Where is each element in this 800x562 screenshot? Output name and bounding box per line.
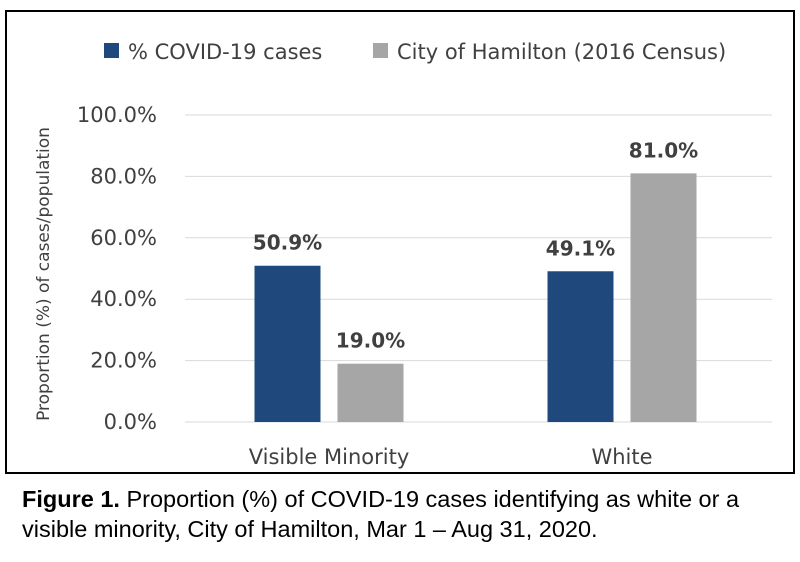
x-axis-categories: Visible Minority White: [249, 445, 653, 469]
bar-census-1: [630, 173, 697, 422]
caption-label: Figure 1.: [22, 486, 120, 512]
y-tick-label: 80.0%: [90, 164, 157, 188]
chart-frame: % COVID-19 cases City of Hamilton (2016 C…: [5, 10, 795, 474]
data-label: 81.0%: [629, 138, 698, 162]
legend-swatch: [104, 43, 119, 58]
data-label: 19.0%: [336, 329, 405, 353]
x-category-label: White: [591, 445, 652, 469]
y-tick-label: 20.0%: [90, 349, 157, 373]
bar-chart: % COVID-19 cases City of Hamilton (2016 C…: [34, 40, 772, 469]
bar-covid-cases-1: [547, 271, 614, 422]
y-axis-label: Proportion (%) of cases/population: [34, 127, 54, 421]
data-label: 49.1%: [546, 236, 615, 260]
y-axis-ticks: 0.0% 20.0% 40.0% 60.0% 80.0% 100.0%: [77, 103, 157, 434]
x-category-label: Visible Minority: [249, 445, 410, 469]
legend-swatch: [373, 43, 388, 58]
chart-legend: % COVID-19 cases City of Hamilton (2016 C…: [104, 40, 726, 64]
legend-label: % COVID-19 cases: [128, 40, 322, 64]
caption-text: Proportion (%) of COVID-19 cases identif…: [22, 486, 740, 542]
data-labels: 50.9% 49.1% 19.0% 81.0%: [253, 138, 698, 352]
data-label: 50.9%: [253, 231, 322, 255]
bar-covid-cases-0: [254, 265, 321, 422]
bars: [254, 173, 697, 422]
figure-caption: Figure 1. Proportion (%) of COVID-19 cas…: [22, 484, 797, 544]
bar-census-0: [337, 363, 404, 422]
y-tick-label: 0.0%: [104, 410, 157, 434]
legend-label: City of Hamilton (2016 Census): [397, 40, 726, 64]
y-tick-label: 100.0%: [77, 103, 157, 127]
y-tick-label: 40.0%: [90, 287, 157, 311]
y-tick-label: 60.0%: [90, 226, 157, 250]
